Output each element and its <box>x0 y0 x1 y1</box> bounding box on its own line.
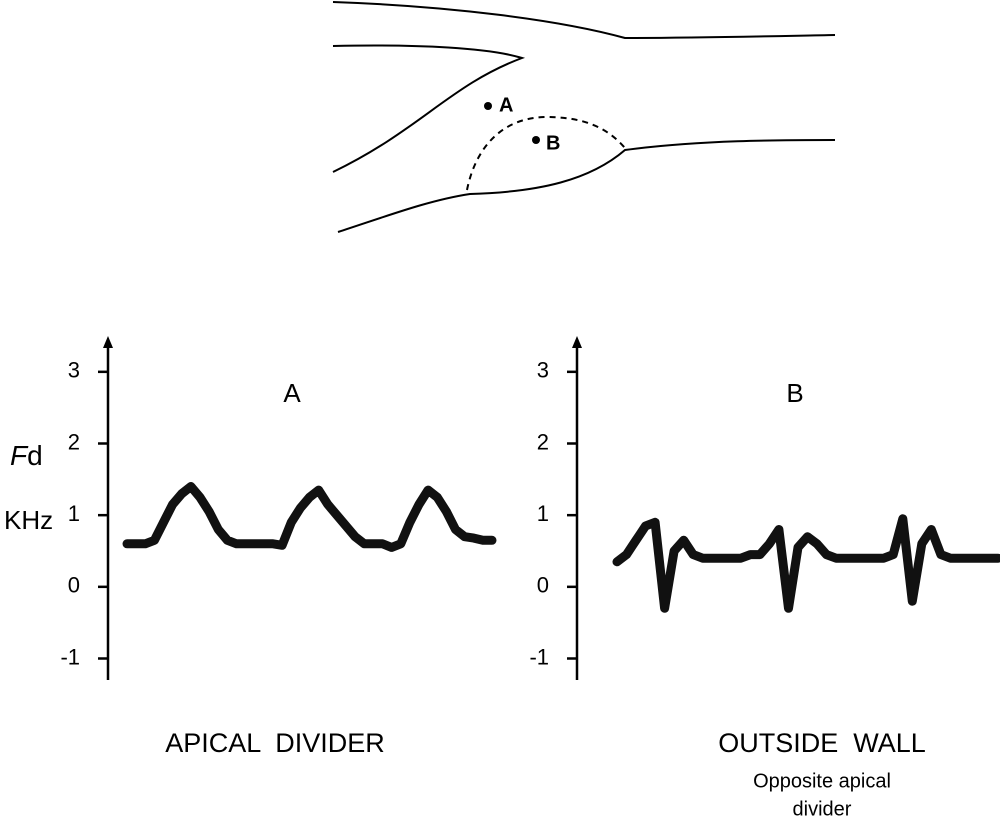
vessel-wall <box>332 1 836 40</box>
subcaption: divider <box>793 798 852 820</box>
vessel-wall <box>332 44 526 173</box>
y-tick-label: 3 <box>68 358 80 383</box>
doppler-trace <box>612 514 1000 613</box>
y-tick-label: 1 <box>537 501 549 526</box>
y-tick-label: 2 <box>537 429 549 454</box>
y-label: Fd <box>10 440 43 471</box>
y-subscript: d <box>27 440 43 471</box>
doppler-trace <box>122 482 497 552</box>
y-tick-label: 3 <box>537 358 549 383</box>
y-symbol: F <box>10 440 29 471</box>
point-label: B <box>546 132 560 154</box>
caption: OUTSIDE WALL <box>718 728 926 758</box>
axis-arrow <box>572 336 582 348</box>
chart-title: A <box>283 378 301 408</box>
y-tick-label: 1 <box>68 501 80 526</box>
caption: APICAL DIVIDER <box>165 728 385 758</box>
y-tick-label: 0 <box>68 573 80 598</box>
subcaption: Opposite apical <box>753 770 891 792</box>
point-label: A <box>499 94 513 116</box>
y-tick-label: 2 <box>68 429 80 454</box>
vessel-wall <box>337 139 836 233</box>
chart-title: B <box>786 378 803 408</box>
y-tick-label: 0 <box>537 573 549 598</box>
y-unit: KHz <box>4 505 53 535</box>
point <box>484 102 492 110</box>
point <box>532 136 540 144</box>
y-tick-label: -1 <box>60 644 80 669</box>
vessel-diagram: A B <box>332 1 836 233</box>
axis-arrow <box>103 336 113 348</box>
y-tick-label: -1 <box>529 644 549 669</box>
flow-separation <box>466 115 626 191</box>
